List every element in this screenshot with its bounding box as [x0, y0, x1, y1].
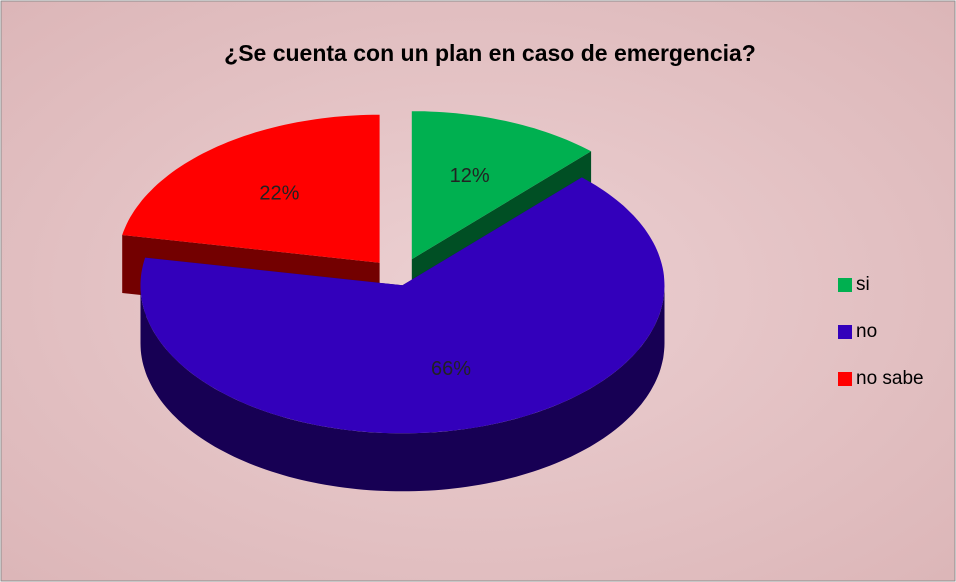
pie-slice: [140, 177, 665, 434]
data-label: 66%: [431, 358, 471, 380]
chart-title: ¿Se cuenta con un plan en caso de emerge…: [224, 40, 756, 66]
legend-label: no: [856, 321, 877, 342]
legend-swatch: [838, 325, 852, 339]
pie: 12% 22% 66%: [122, 111, 665, 492]
legend-label: no sabe: [856, 368, 924, 389]
slice-wall: [140, 285, 665, 492]
pie-slice: [122, 114, 380, 263]
data-label: 12%: [450, 165, 490, 187]
legend: si no no sabe: [838, 274, 924, 389]
legend-swatch: [838, 278, 852, 292]
data-label: 22%: [259, 183, 299, 205]
legend-swatch: [838, 372, 852, 386]
pie-slice: [411, 111, 592, 260]
legend-label: si: [856, 274, 870, 295]
